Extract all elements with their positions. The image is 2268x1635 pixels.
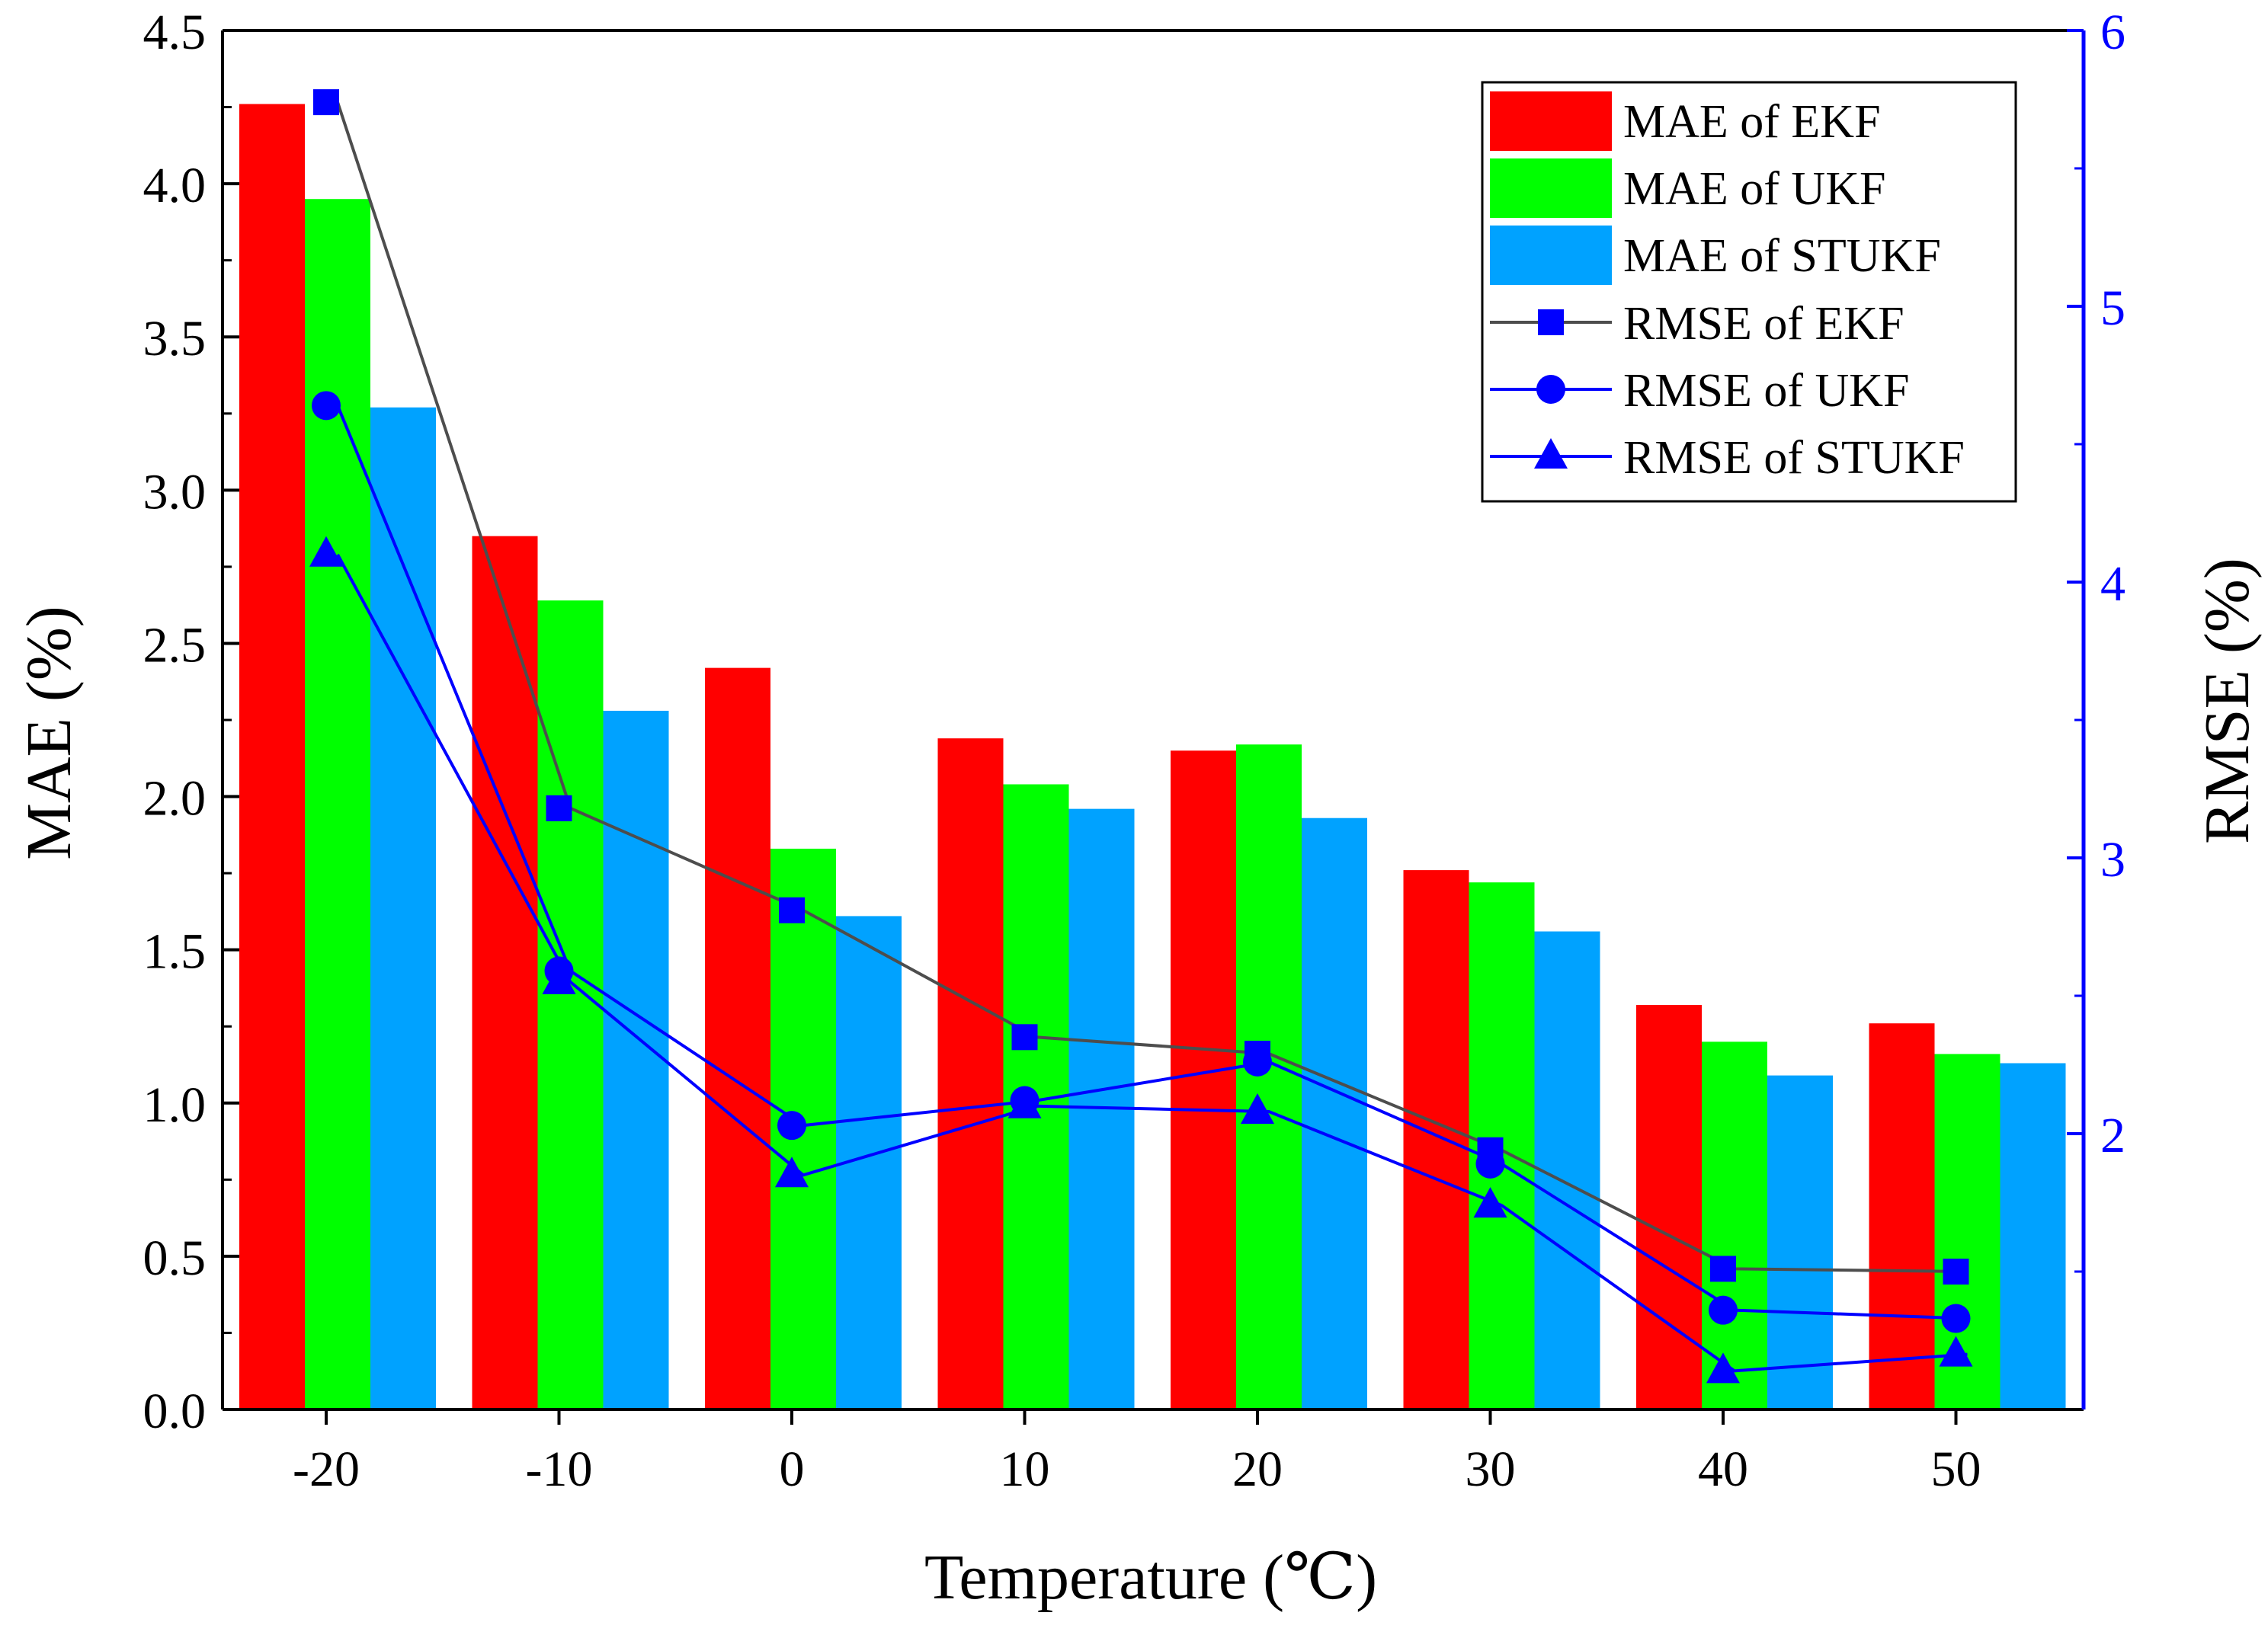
y2-tick-label: 4 <box>2100 556 2125 612</box>
point-rmse-of-ukf-50 <box>1941 1304 1971 1333</box>
y-tick-label: 0.0 <box>143 1384 207 1439</box>
bar-mae-of-stukf-50 <box>2000 1063 2066 1409</box>
bar-mae-of-ekf-50 <box>1869 1023 1935 1409</box>
bar-mae-of-stukf-20 <box>1302 818 1367 1409</box>
y-tick-label: 4.0 <box>143 158 207 213</box>
bar-mae-of-ekf-30 <box>1403 870 1469 1409</box>
legend-marker <box>1534 438 1568 469</box>
y-tick-label: 1.5 <box>143 924 207 980</box>
legend-marker <box>1536 375 1565 404</box>
legend-label: MAE of UKF <box>1623 163 1885 215</box>
bar-mae-of-ukf-40 <box>1702 1041 1767 1409</box>
point-rmse-of-ukf-0 <box>777 1111 806 1141</box>
bar-mae-of-ukf-20 <box>1236 744 1302 1409</box>
legend-label: RMSE of STUKF <box>1623 432 1965 484</box>
y-tick-label: 3.5 <box>143 311 207 366</box>
point-rmse-of-ekf-40 <box>1710 1256 1736 1282</box>
y-tick-label: 0.5 <box>143 1230 207 1286</box>
y-tick-label: 2.0 <box>143 771 207 827</box>
bar-mae-of-ekf-0 <box>705 667 770 1409</box>
x-tick-label: -10 <box>526 1441 593 1497</box>
x-tick-label: 40 <box>1698 1441 1748 1497</box>
point-rmse-of-stukf-20 <box>1241 1093 1274 1125</box>
legend-box <box>1481 81 2017 503</box>
legend-label: RMSE of EKF <box>1623 298 1904 350</box>
point-rmse-of-ukf-40 <box>1709 1295 1738 1325</box>
point-rmse-of-ekf-0 <box>779 897 805 923</box>
y-axis-label: MAE (%) <box>14 606 85 860</box>
bar-mae-of-ukf-50 <box>1934 1054 2001 1409</box>
legend-label: MAE of STUKF <box>1623 230 1941 282</box>
bars-layer <box>239 104 2066 1410</box>
legend-swatch <box>1490 226 1612 285</box>
point-rmse-of-ekf-30 <box>1477 1137 1504 1163</box>
legend: MAE of EKF MAE of UKF MAE of STUKF RMSE of … <box>1481 81 2017 503</box>
y2-tick-label: 2 <box>2100 1108 2125 1163</box>
bar-mae-of-stukf-40 <box>1767 1075 1833 1409</box>
line-rmse-of-ukf <box>336 405 1968 1320</box>
bar-mae-of-ekf--10 <box>472 536 538 1409</box>
x-tick-label: 50 <box>1931 1441 1981 1497</box>
axes-layer: 0.0 0.5 1.0 1.5 2.0 2.5 3.0 3.5 4.0 4.5 2 3 4 5 6 -20 -1… <box>143 5 2126 1497</box>
bar-mae-of-ekf-10 <box>937 738 1004 1409</box>
point-rmse-of-ukf--10 <box>544 956 574 986</box>
bar-mae-of-ekf-20 <box>1171 750 1236 1409</box>
x-tick-label: 20 <box>1232 1441 1283 1497</box>
y2-tick-label: 3 <box>2100 832 2125 888</box>
point-rmse-of-ukf-10 <box>1010 1086 1040 1115</box>
point-rmse-of-ekf-10 <box>1011 1024 1038 1051</box>
bar-mae-of-ukf--20 <box>305 199 370 1410</box>
bar-mae-of-ukf--10 <box>537 600 604 1410</box>
y-tick-label: 4.5 <box>143 5 207 60</box>
y-tick-label: 3.0 <box>143 464 207 520</box>
y2-axis-label: RMSE (%) <box>2192 558 2263 844</box>
y2-tick-label: 6 <box>2100 5 2125 60</box>
point-rmse-of-stukf--20 <box>309 536 343 567</box>
x-tick-label: 30 <box>1466 1441 1516 1497</box>
x-tick-label: 10 <box>1000 1441 1050 1497</box>
y-tick-label: 2.5 <box>143 617 207 673</box>
bar-mae-of-ekf--20 <box>239 104 305 1410</box>
line-rmse-of-stukf <box>336 553 1968 1373</box>
point-rmse-of-ekf--20 <box>313 89 339 116</box>
x-tick-label: -20 <box>293 1441 360 1497</box>
point-rmse-of-stukf-40 <box>1706 1352 1740 1384</box>
legend-marker <box>1538 309 1564 335</box>
legend-swatch <box>1490 91 1612 151</box>
point-rmse-of-stukf-30 <box>1473 1187 1507 1218</box>
legend-label: MAE of EKF <box>1623 96 1881 148</box>
point-rmse-of-ekf-20 <box>1245 1041 1270 1067</box>
point-rmse-of-stukf-0 <box>775 1157 809 1188</box>
point-rmse-of-stukf-50 <box>1939 1336 1973 1367</box>
point-rmse-of-ekf--10 <box>546 795 572 821</box>
bar-mae-of-ekf-40 <box>1636 1005 1702 1409</box>
point-rmse-of-ekf-50 <box>1943 1259 1969 1285</box>
x-tick-label: 0 <box>780 1441 805 1497</box>
legend-swatch <box>1490 158 1612 218</box>
bar-mae-of-stukf-30 <box>1534 931 1600 1409</box>
y-tick-label: 1.0 <box>143 1077 207 1133</box>
lines-layer <box>309 89 1973 1384</box>
bar-mae-of-stukf--10 <box>603 710 669 1409</box>
y2-tick-label: 5 <box>2100 280 2125 336</box>
bar-mae-of-stukf--20 <box>370 407 436 1409</box>
legend-label: RMSE of UKF <box>1623 365 1910 417</box>
x-axis-label: Temperature (℃) <box>924 1542 1377 1613</box>
line-rmse-of-ekf <box>336 101 1968 1273</box>
point-rmse-of-ukf--20 <box>312 391 341 421</box>
